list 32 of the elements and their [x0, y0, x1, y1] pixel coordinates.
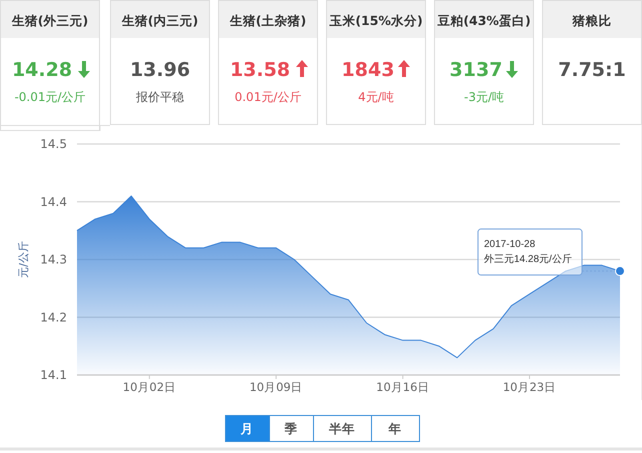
text: 生猪(土杂猪) [228, 13, 306, 28]
text: 半年 [328, 421, 355, 436]
x-tick-label: 10月02日 [122, 380, 176, 394]
annotation: 2017-10-28 外三元14.28元/公斤 [484, 239, 572, 266]
data-label: 14.28 [12, 59, 72, 81]
data-label: 13.58 [230, 59, 290, 81]
text: -3元/吨 [464, 90, 504, 104]
text: 猪粮比 [572, 13, 612, 28]
text: 季 [284, 421, 298, 436]
text: 月 [240, 421, 254, 436]
text: 0.01元/公斤 [234, 90, 302, 104]
y-tick-label: 14.2 [40, 310, 67, 324]
y-tick-label: 14.1 [40, 368, 67, 382]
text: 年 [388, 421, 402, 436]
y-tick-label: 14.4 [40, 194, 67, 209]
data-label: 7.75:1 [558, 59, 626, 81]
x-tick-label: 10月16日 [376, 380, 430, 394]
x-tick-label: 10月09日 [249, 380, 303, 394]
text: 生猪(内三元) [120, 13, 198, 28]
y-tick-label: 14.5 [40, 137, 67, 151]
data-label: 13.96 [130, 59, 190, 81]
x-tick-label: 10月23日 [502, 380, 556, 394]
text: -0.01元/公斤 [14, 90, 86, 104]
data-label: 1843 [342, 59, 394, 81]
text: 4元/吨 [358, 90, 394, 104]
text: 玉米(15%水分) [328, 13, 423, 28]
text: 报价平稳 [135, 90, 184, 104]
text: 生猪(外三元) [10, 13, 88, 28]
text: 豆粕(43%蛋白) [436, 13, 531, 28]
data-label: 3137 [450, 59, 502, 81]
y-tick-label: 14.3 [40, 252, 67, 266]
y-axis-title: 元/公斤 [17, 241, 30, 278]
